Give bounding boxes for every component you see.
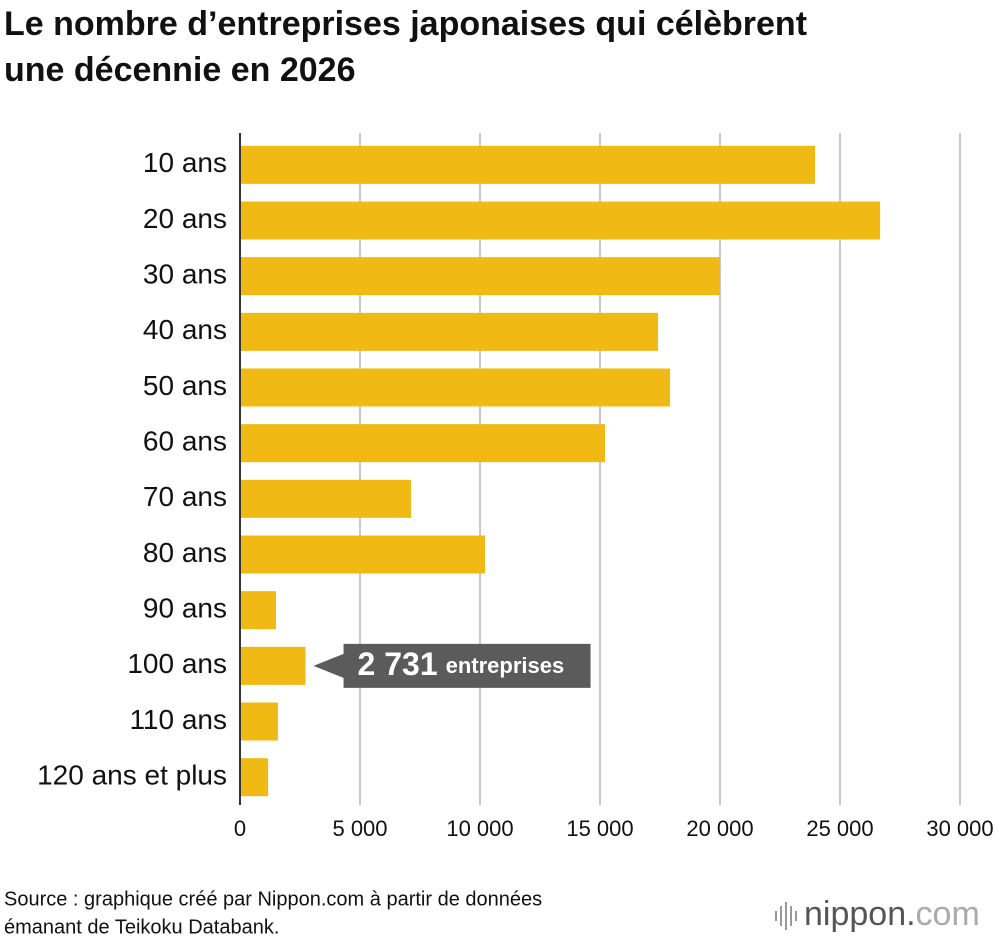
data-label-value: 2 731 — [358, 646, 438, 682]
logo-text: nippon. — [804, 895, 916, 933]
x-tick-label: 10 000 — [446, 816, 513, 841]
source: Source : graphique créé par Nippon.com à… — [4, 888, 542, 910]
bar — [240, 758, 269, 797]
chart-title: Le nombre d’entreprises japonaises qui c… — [4, 5, 807, 43]
x-tick-label: 30 000 — [926, 816, 993, 841]
x-tick-label: 0 — [234, 816, 246, 841]
annotation-box — [313, 643, 591, 688]
bar — [240, 424, 606, 463]
y-tick-label: 70 ans — [143, 481, 227, 512]
data-label-unit: entreprises — [446, 653, 565, 678]
data-label: 2 731 entreprises — [358, 646, 565, 682]
bar — [240, 702, 278, 741]
logo: nippon.com — [804, 895, 980, 933]
x-tick-label: 15 000 — [566, 816, 633, 841]
bar — [240, 257, 720, 296]
y-tick-label: 20 ans — [143, 203, 227, 234]
y-tick-label: 120 ans et plus — [37, 760, 227, 791]
y-tick-label: 60 ans — [143, 426, 227, 457]
bar — [240, 368, 671, 407]
bar — [240, 312, 659, 351]
y-tick-label: 100 ans — [127, 648, 227, 679]
x-tick-label: 25 000 — [806, 816, 873, 841]
logo-icon — [775, 902, 797, 930]
bar — [240, 479, 412, 518]
bar — [240, 535, 486, 574]
x-tick-label: 20 000 — [686, 816, 753, 841]
bar — [240, 145, 816, 184]
bar — [240, 201, 881, 240]
chart-title: une décennie en 2026 — [4, 51, 356, 89]
x-tick-label: 5 000 — [332, 816, 387, 841]
y-tick-label: 110 ans — [129, 704, 227, 735]
source: émanant de Teikoku Databank. — [4, 916, 279, 938]
bar — [240, 646, 306, 685]
y-tick-label: 30 ans — [143, 259, 227, 290]
y-tick-label: 50 ans — [143, 370, 227, 401]
logo-text: com — [916, 895, 980, 933]
y-tick-label: 40 ans — [143, 314, 227, 345]
y-tick-label: 90 ans — [143, 593, 227, 624]
y-tick-label: 10 ans — [143, 147, 227, 178]
bar — [240, 591, 276, 630]
y-tick-label: 80 ans — [143, 537, 227, 568]
